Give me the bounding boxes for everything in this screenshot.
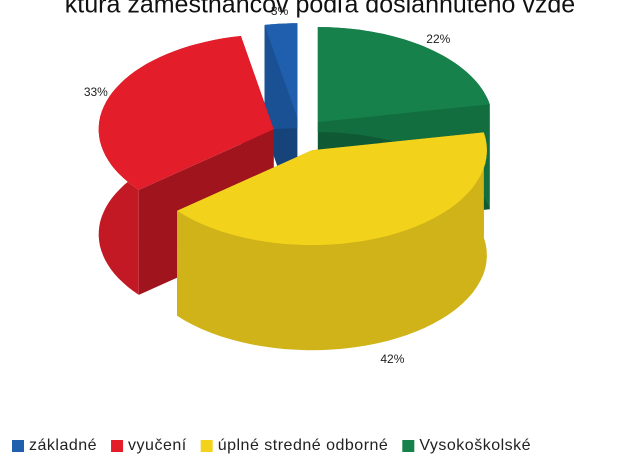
- legend-label: vyučení: [128, 437, 187, 454]
- legend-label: základné: [29, 437, 97, 454]
- slice-top: [264, 23, 298, 119]
- data-label: 3%: [271, 4, 289, 18]
- slice-wall: [177, 132, 487, 351]
- legend-swatch: [12, 440, 24, 452]
- legend-swatch: [200, 440, 213, 452]
- legend-label: úplné stredné odborné: [218, 437, 389, 454]
- slice-top: [177, 132, 487, 246]
- slice-top: [317, 27, 490, 123]
- data-label: 42%: [380, 352, 404, 366]
- slice-top: [98, 36, 274, 190]
- legend-swatch: [402, 440, 415, 452]
- data-label: 22%: [426, 32, 450, 46]
- legend-swatch: [111, 440, 124, 452]
- chart-title: ktúra zamestnancov podľa dosiahnutého vz…: [65, 0, 575, 19]
- legend-label: Vysokoškolské: [419, 437, 531, 454]
- data-label: 33%: [84, 85, 108, 99]
- slice: [177, 132, 487, 351]
